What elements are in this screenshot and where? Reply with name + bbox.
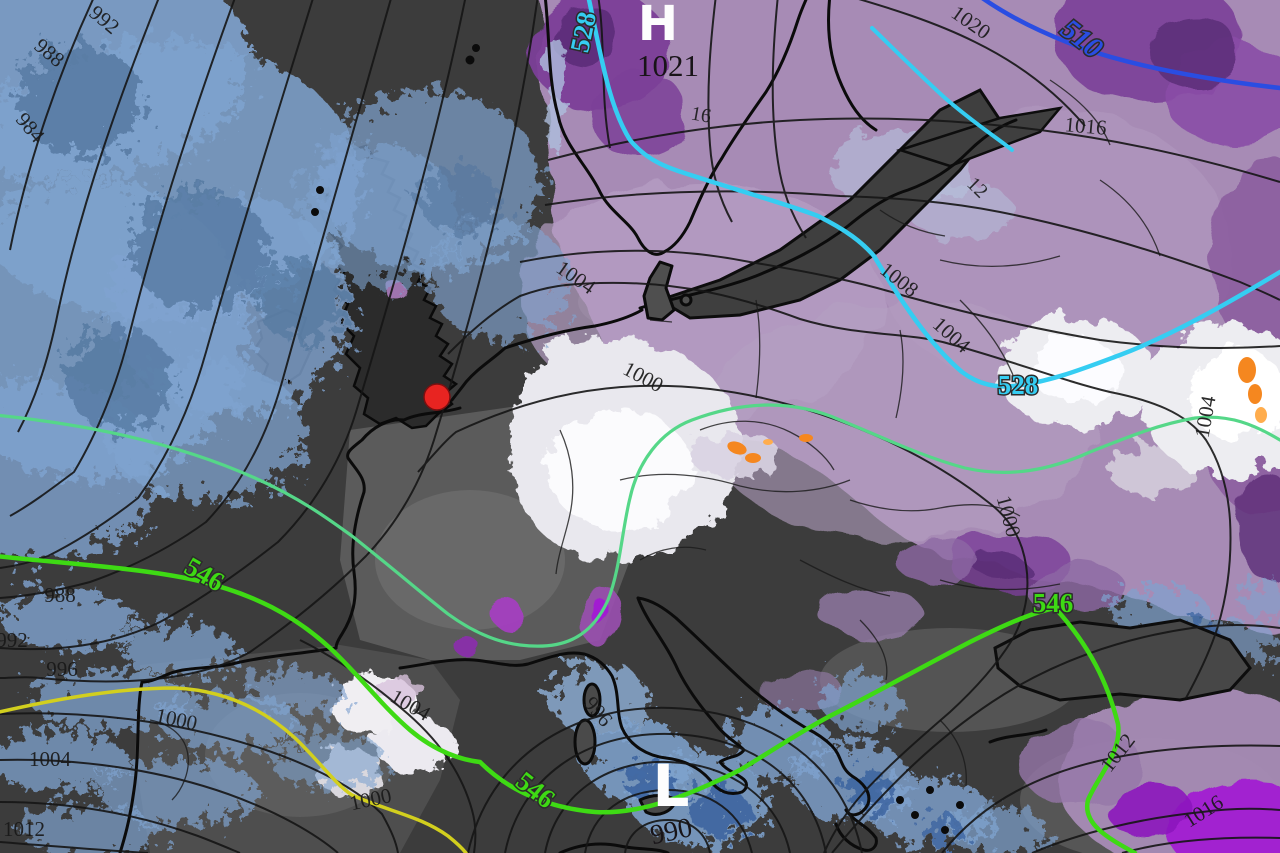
coast-peloponnese	[834, 808, 878, 852]
coast-france-west	[334, 406, 462, 650]
isobar-label: 1012	[3, 817, 45, 841]
coast-adriatic-greece	[636, 596, 871, 817]
borders-layer	[149, 79, 1161, 801]
isobar-label: 1004	[29, 747, 72, 771]
isobar-label: 996	[46, 657, 78, 681]
snow-white-layer	[315, 316, 1280, 796]
high-pressure-value: 1021	[637, 48, 699, 83]
isobar-label: 1016	[1064, 112, 1108, 140]
coast-bosphorus	[988, 728, 1048, 744]
coast-channel	[450, 346, 507, 402]
contour-546	[0, 554, 1138, 853]
coast-denmark	[642, 260, 676, 322]
low-pressure-marker: L	[653, 752, 690, 820]
isobar-label: 16	[689, 103, 713, 128]
coast-germany-nl	[503, 308, 644, 350]
coast-corsica	[582, 682, 602, 718]
thickness-label-546-east: 546	[1033, 588, 1074, 618]
coast-portugal	[118, 680, 144, 853]
contour-mint	[0, 403, 1280, 648]
rain-layer-med	[550, 582, 1280, 853]
thickness-label-528-east: 528	[998, 370, 1039, 400]
contour-528	[586, 0, 1280, 389]
pressure-centers: H 1021 L 990	[637, 0, 699, 851]
black-sea	[993, 618, 1252, 702]
isobar-label: 992	[0, 628, 28, 652]
contour-yellow	[0, 686, 468, 853]
location-marker[interactable]	[423, 383, 451, 411]
inland-seas	[656, 88, 1252, 702]
coast-baltic-south	[638, 118, 1018, 310]
high-pressure-marker: H	[638, 0, 678, 52]
contour-528-branch	[870, 26, 1014, 152]
rain-layer-atlantic	[0, 0, 570, 560]
coast-italy	[398, 596, 748, 795]
coast-tunisia	[558, 842, 670, 853]
coast-norway	[543, 0, 666, 256]
isobar-label: 988	[44, 583, 76, 607]
coast-sardinia	[573, 718, 597, 766]
rain-layer-sw	[0, 592, 390, 853]
freezing-rain-marks	[727, 357, 1267, 463]
contour-510	[981, 0, 1280, 91]
